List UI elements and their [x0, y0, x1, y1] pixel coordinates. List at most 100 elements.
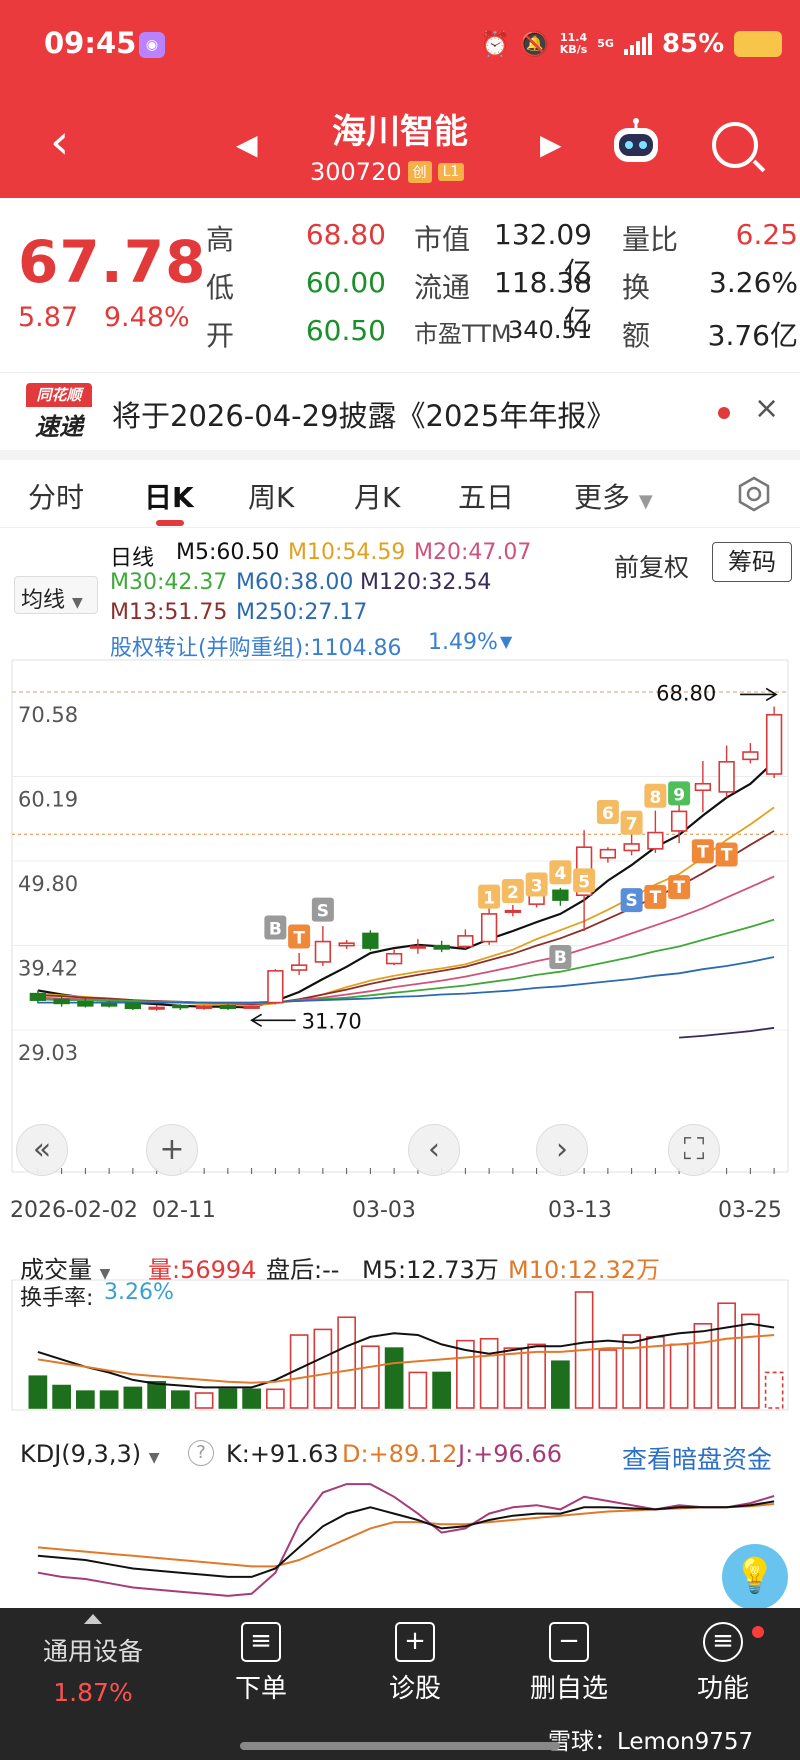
candle-body [765, 713, 783, 775]
signal-label: 2 [507, 883, 519, 903]
bottom-toolbar: 通用设备 1.87% ≡ 下单 + 诊股 − 删自选 ≡ 功能 [0, 1608, 800, 1760]
scroll-left-button[interactable]: ‹ [408, 1124, 460, 1176]
scroll-right-button[interactable]: › [536, 1124, 588, 1176]
period-tabs: 分时 日K 周K 月K 五日 更多 ▼ [0, 462, 800, 528]
volume-bar [503, 1347, 523, 1409]
signal-marker [620, 888, 643, 913]
ma-line-m120 [679, 1026, 775, 1039]
tab-monthly-k[interactable]: 月K [354, 481, 401, 514]
amount-label: 额 [622, 319, 651, 352]
volume-bar [527, 1343, 546, 1409]
ma-line-m5 [37, 760, 775, 1009]
event-dropdown-icon[interactable]: ▼ [500, 632, 513, 651]
volume-bar [479, 1337, 499, 1409]
high-price-label: 68.80 [656, 681, 716, 705]
candle [77, 998, 94, 1008]
news-close-button[interactable]: × [754, 391, 780, 426]
news-text[interactable]: 将于2026-04-29披露《2025年年报》 [112, 399, 616, 433]
volume-chart[interactable] [0, 1278, 800, 1428]
sector-pct: 1.87% [53, 1678, 133, 1707]
after-hours-value: 盘后:-- [266, 1256, 340, 1284]
kdj-chart[interactable] [0, 1470, 800, 1610]
event-legend[interactable]: 股权转让(并购重组):1104.86 [110, 636, 402, 661]
watermark-text: 雪球：Lemon9757 [548, 1729, 754, 1755]
assistant-robot-icon[interactable] [610, 118, 662, 166]
network-type: 5G [597, 37, 614, 50]
tab-intraday[interactable]: 分时 [28, 481, 85, 514]
home-indicator[interactable] [240, 1742, 560, 1750]
news-banner[interactable]: 同花顺 速递 将于2026-04-29披露《2025年年报》 × [0, 372, 800, 450]
amount-value: 3.76亿 [707, 319, 798, 352]
signal-label: T [697, 842, 709, 862]
signal-label: B [269, 920, 282, 940]
tab-weekly-k[interactable]: 周K [248, 481, 295, 514]
chart-settings-icon[interactable] [736, 476, 772, 512]
ma120-legend: M120:32.54 [360, 570, 492, 595]
chevron-down-icon: ▼ [638, 491, 653, 512]
signal-marker [525, 872, 548, 897]
x-tick-label: 03-25 [718, 1198, 782, 1223]
remove-watchlist-button[interactable]: − 删自选 [504, 1622, 634, 1705]
tab-more[interactable]: 更多 ▼ [574, 476, 653, 516]
signal-label: T [650, 888, 662, 908]
candle-body [267, 970, 284, 1004]
order-button[interactable]: ≡ 下单 [196, 1622, 326, 1705]
lightbulb-icon[interactable]: 💡 [722, 1544, 788, 1610]
volume-ma5-line [37, 1322, 775, 1389]
candle-body [409, 945, 427, 949]
candle-body [243, 1005, 260, 1009]
search-icon[interactable] [712, 122, 758, 168]
y-tick-label: 60.19 [18, 788, 78, 812]
candle [314, 926, 332, 966]
ma-selector-button[interactable]: 均线 ▼ [14, 576, 98, 614]
x-tick-label: 02-11 [152, 1198, 216, 1223]
prev-stock-button[interactable]: ◀ [236, 128, 258, 161]
tab-five-day[interactable]: 五日 [458, 481, 515, 514]
volume-m10: M10:12.32万 [508, 1256, 661, 1284]
back-button[interactable]: ‹ [50, 114, 70, 170]
volume-bar [123, 1386, 143, 1409]
signal-marker [288, 924, 311, 949]
sector-button[interactable]: 通用设备 1.87% [18, 1614, 168, 1707]
kdj-indicator-button[interactable]: KDJ(9,3,3) ▼ [20, 1440, 160, 1468]
adjust-mode-button[interactable]: 前复权 [614, 553, 690, 582]
volume-bar [171, 1390, 190, 1409]
candle [243, 1005, 260, 1009]
volume-bar [313, 1328, 333, 1409]
stock-name: 海川智能 [332, 112, 468, 152]
kdj-k-line [37, 1500, 775, 1578]
low-value: 60.00 [305, 266, 386, 299]
dark-pool-link[interactable]: 查看暗盘资金 [622, 1445, 773, 1474]
help-icon[interactable]: ? [188, 1440, 214, 1466]
fullscreen-button[interactable]: ⛶ [668, 1124, 720, 1176]
signal-label: 8 [649, 788, 661, 808]
candle-body [29, 992, 47, 1001]
diagnose-button[interactable]: + 诊股 [350, 1622, 480, 1705]
kdj-d-value: D:+89.12 [342, 1440, 458, 1468]
zoom-out-button[interactable]: « [16, 1124, 68, 1176]
signal-label: T [293, 929, 305, 949]
volume-indicator-button[interactable]: 成交量 ▼ [20, 1250, 110, 1285]
functions-button[interactable]: ≡ 功能 [658, 1622, 788, 1705]
crosshair-button[interactable]: + [146, 1124, 198, 1176]
status-time: 09:45 [44, 26, 137, 60]
kdj-j-value: J:+96.66 [458, 1440, 562, 1468]
sector-name: 通用设备 [42, 1637, 143, 1666]
tab-daily-k[interactable]: 日K [144, 481, 194, 514]
candle-body [219, 1005, 237, 1010]
candle [718, 745, 735, 798]
signal-icon [623, 33, 652, 55]
low-label: 低 [206, 271, 235, 304]
market-cap-label: 市值 [414, 223, 471, 256]
price-change-pct: 9.48% [103, 302, 190, 333]
chip-distribution-button[interactable]: 筹码 [712, 542, 792, 582]
net-speed: 11.4 [559, 31, 588, 44]
volume-bar [693, 1323, 713, 1409]
candle [100, 1000, 118, 1008]
signal-marker [715, 842, 738, 867]
signal-label: T [673, 878, 685, 898]
next-stock-button[interactable]: ▶ [540, 128, 562, 161]
y-tick-label: 39.42 [18, 956, 78, 980]
signal-label: 4 [554, 864, 566, 884]
